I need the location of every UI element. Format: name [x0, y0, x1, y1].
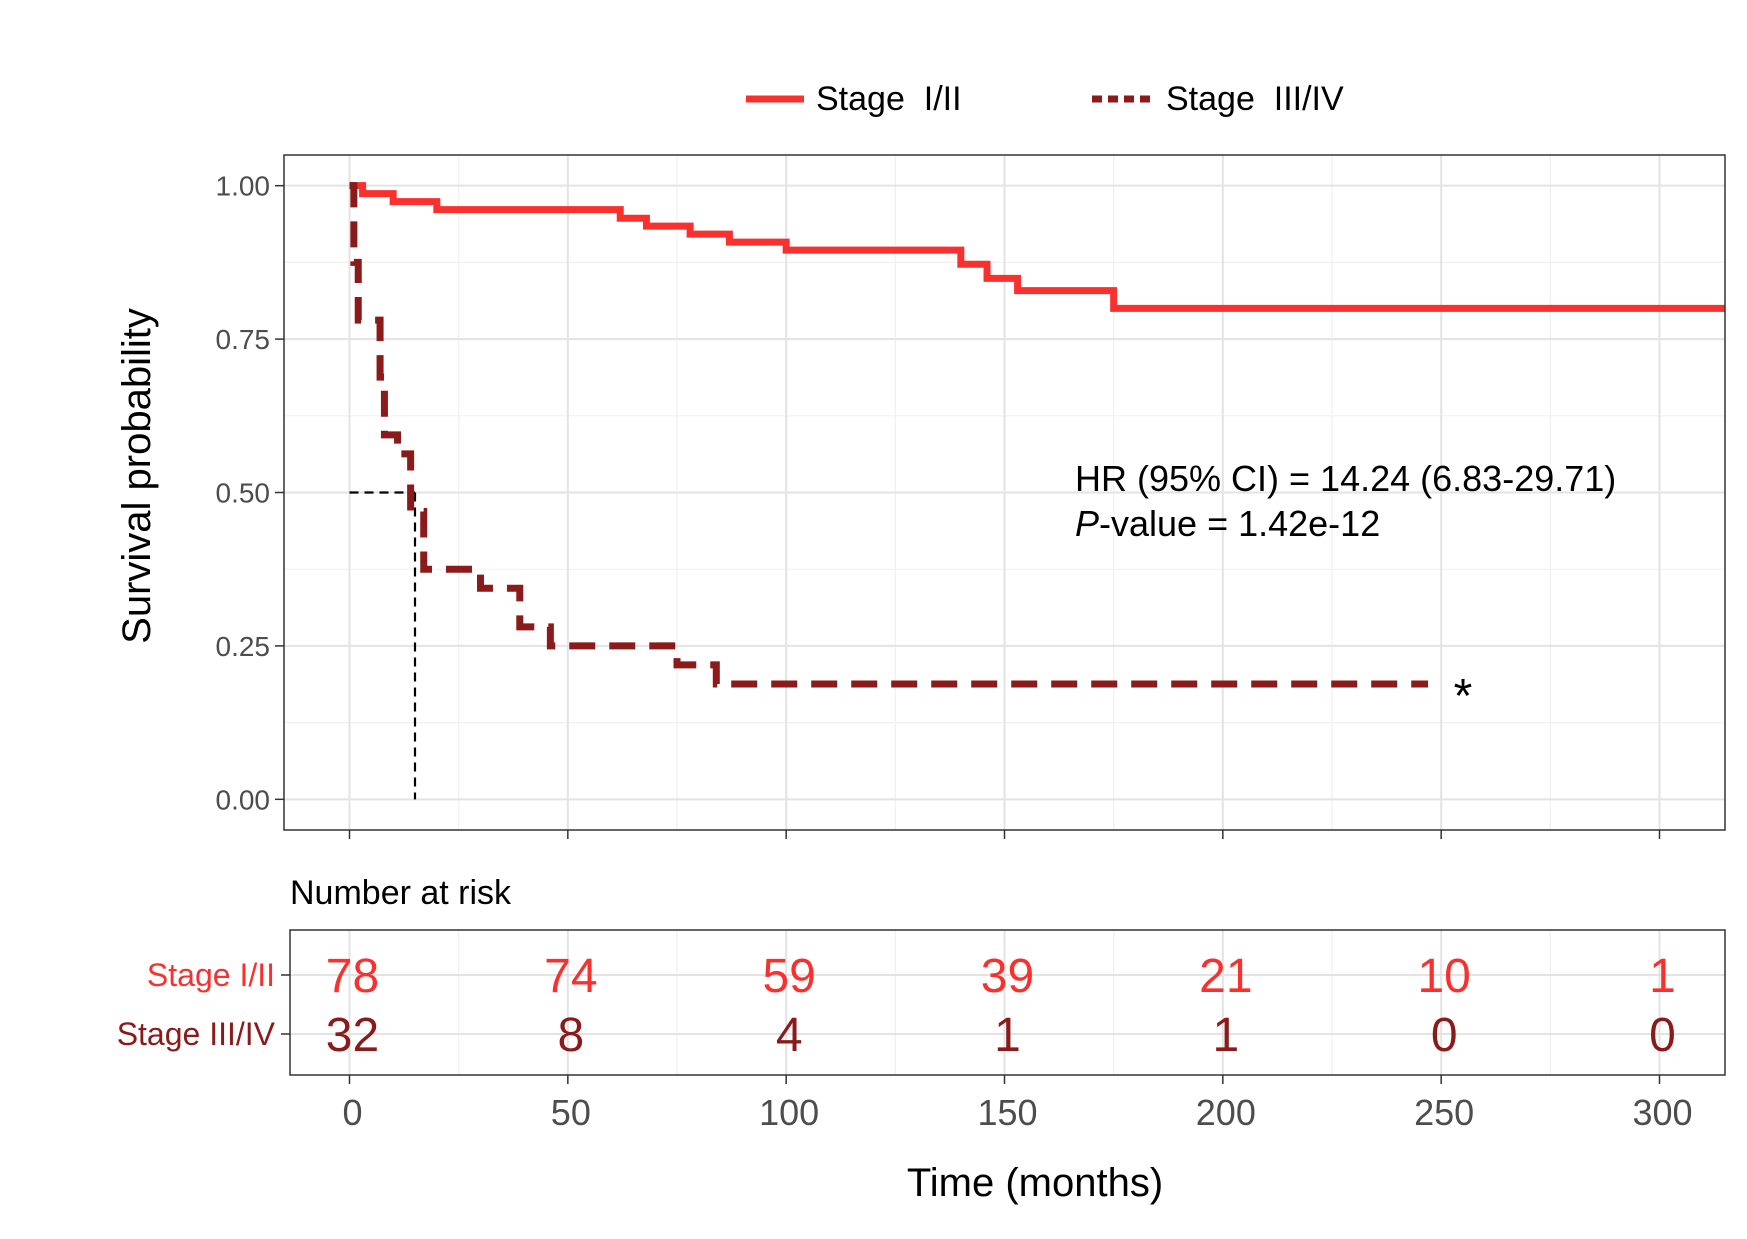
risk-value: 8: [557, 1009, 584, 1062]
x-axis: 0 50 100 150 200 250 300: [342, 1075, 1693, 1133]
risk-value: 1: [1212, 1009, 1239, 1062]
risk-value: 4: [776, 1009, 803, 1062]
risk-row-label-stage-i-ii: Stage I/II: [147, 957, 275, 993]
y-tick-label: 0.75: [216, 324, 271, 355]
legend-label-stage-i-ii: Stage I/II: [816, 80, 962, 118]
hr-annotation: HR (95% CI) = 14.24 (6.83-29.71) P-value…: [1075, 458, 1616, 544]
main-panel: * 0.00 0.25 0.50 0.75 1.00 Survival probabil…: [115, 154, 1726, 839]
p-value-text: -value = 1.42e-12: [1099, 503, 1380, 544]
risk-table: Number at risk 78 74 59 39 21 10 132 8 4 1 1 0 0 Sta…: [117, 874, 1726, 1205]
y-tick-label: 0.25: [216, 631, 271, 662]
risk-table-title: Number at risk: [290, 874, 512, 912]
legend: Stage I/II Stage III/IV: [746, 80, 1344, 118]
x-tick-label: 200: [1196, 1092, 1256, 1133]
x-tick-label: 50: [551, 1092, 591, 1133]
x-tick-label: 0: [342, 1092, 362, 1133]
y-axis-title: Survival probability: [115, 308, 159, 644]
p-italic: P: [1075, 503, 1099, 544]
risk-value: 74: [544, 950, 597, 1003]
legend-label-stage-iii-iv: Stage III/IV: [1166, 80, 1344, 118]
risk-value: 32: [326, 1009, 379, 1062]
hr-annotation-line2: P-value = 1.42e-12: [1075, 503, 1380, 544]
risk-value: 21: [1199, 950, 1252, 1003]
curve-stage-i-ii: [349, 182, 1725, 312]
risk-table-grid: [290, 930, 1725, 1075]
risk-value: 0: [1649, 1009, 1676, 1062]
y-tick-label: 0.00: [216, 784, 271, 815]
y-tick-label: 0.50: [216, 478, 271, 509]
risk-value: 0: [1431, 1009, 1458, 1062]
x-tick-label: 250: [1414, 1092, 1474, 1133]
y-tick-label: 1.00: [216, 171, 271, 202]
risk-table-values: 78 74 59 39 21 10 132 8 4 1 1 0 0: [326, 950, 1676, 1062]
x-axis-ticks-main: [348, 830, 1661, 839]
risk-table-border: [289, 929, 1726, 1076]
risk-value: 39: [981, 950, 1034, 1003]
hr-annotation-line1: HR (95% CI) = 14.24 (6.83-29.71): [1075, 458, 1616, 499]
x-tick-label: 150: [977, 1092, 1037, 1133]
grid: [284, 155, 1725, 830]
risk-table-row-labels: Stage I/II Stage III/IV: [117, 957, 290, 1052]
y-axis: 0.00 0.25 0.50 0.75 1.00: [216, 171, 284, 815]
risk-value: 1: [994, 1009, 1021, 1062]
x-tick-label: 100: [759, 1092, 819, 1133]
risk-value: 1: [1649, 950, 1676, 1003]
risk-row-label-stage-iii-iv: Stage III/IV: [117, 1016, 276, 1052]
censor-mark: *: [1454, 670, 1473, 723]
risk-value: 59: [762, 950, 815, 1003]
risk-value: 10: [1417, 950, 1470, 1003]
risk-value: 78: [326, 950, 379, 1003]
x-tick-label: 300: [1632, 1092, 1692, 1133]
x-axis-title: Time (months): [907, 1161, 1163, 1205]
survival-curves: *: [349, 182, 1725, 723]
curve-stage-iii-iv: [349, 182, 1429, 688]
median-survival-lines: [349, 491, 417, 800]
